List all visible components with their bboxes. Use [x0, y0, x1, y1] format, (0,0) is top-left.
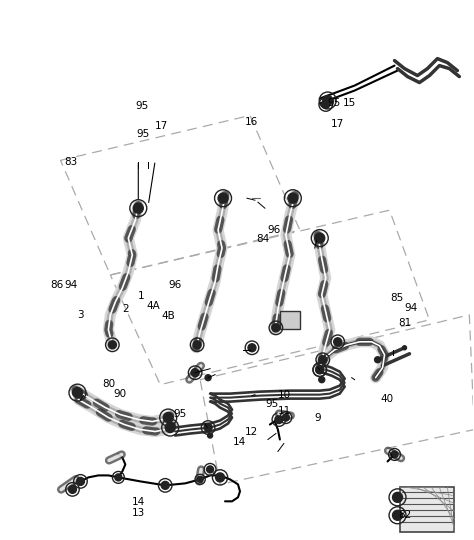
Circle shape — [208, 433, 212, 438]
Text: 4A: 4A — [146, 301, 160, 311]
Text: 9: 9 — [314, 413, 320, 423]
Circle shape — [319, 356, 327, 364]
Text: 40: 40 — [381, 394, 394, 404]
Circle shape — [69, 485, 76, 494]
Circle shape — [288, 193, 298, 203]
Circle shape — [133, 203, 143, 213]
Circle shape — [191, 369, 199, 377]
Circle shape — [391, 451, 398, 458]
Text: 3: 3 — [77, 309, 83, 320]
Text: 96: 96 — [267, 225, 281, 234]
Text: 86: 86 — [50, 280, 63, 290]
Circle shape — [197, 476, 203, 482]
Circle shape — [272, 324, 280, 332]
Bar — [280, 311, 300, 329]
Text: 14: 14 — [132, 496, 146, 507]
Circle shape — [392, 492, 402, 502]
Text: 95: 95 — [173, 409, 187, 419]
Circle shape — [315, 233, 325, 243]
Text: 1: 1 — [138, 291, 145, 301]
Text: 85: 85 — [390, 293, 403, 303]
Text: 13: 13 — [132, 508, 146, 518]
Circle shape — [216, 473, 225, 482]
Circle shape — [275, 416, 283, 423]
Circle shape — [204, 423, 212, 431]
Circle shape — [76, 477, 84, 485]
Text: 95: 95 — [135, 101, 148, 111]
Text: 80: 80 — [102, 379, 115, 389]
Text: 95: 95 — [137, 129, 150, 139]
Text: 96: 96 — [168, 280, 181, 289]
Text: 4B: 4B — [162, 310, 175, 321]
Text: 95: 95 — [265, 399, 278, 409]
Text: 16: 16 — [245, 117, 258, 127]
Text: 81: 81 — [398, 318, 411, 328]
Text: 82: 82 — [398, 510, 411, 520]
Text: 17: 17 — [330, 119, 344, 129]
Text: 12: 12 — [245, 427, 258, 436]
Circle shape — [316, 366, 324, 374]
Circle shape — [109, 341, 116, 349]
Text: 90: 90 — [113, 389, 127, 399]
Circle shape — [323, 96, 333, 105]
Circle shape — [205, 375, 211, 381]
Text: 15: 15 — [343, 98, 356, 108]
Text: 94: 94 — [404, 303, 418, 313]
Circle shape — [248, 344, 256, 352]
Circle shape — [115, 474, 122, 481]
Text: 17: 17 — [155, 121, 168, 131]
Text: 2: 2 — [123, 304, 129, 314]
Circle shape — [334, 338, 342, 346]
Circle shape — [207, 466, 214, 473]
Text: 95: 95 — [327, 98, 340, 108]
Circle shape — [165, 423, 175, 433]
Text: 14: 14 — [233, 437, 246, 447]
Circle shape — [73, 388, 82, 397]
Circle shape — [316, 366, 324, 374]
Text: 84: 84 — [256, 234, 270, 244]
Circle shape — [374, 357, 381, 363]
Circle shape — [161, 481, 169, 489]
Text: 10: 10 — [278, 390, 291, 401]
Bar — [400, 488, 455, 532]
Circle shape — [163, 413, 173, 423]
Text: 11: 11 — [278, 406, 291, 416]
Text: 83: 83 — [64, 157, 77, 167]
Text: 94: 94 — [64, 280, 77, 290]
Circle shape — [319, 377, 325, 383]
Circle shape — [402, 346, 407, 350]
Circle shape — [283, 414, 289, 421]
Circle shape — [322, 100, 330, 109]
Circle shape — [193, 341, 201, 349]
Circle shape — [392, 510, 402, 520]
Circle shape — [218, 193, 228, 203]
